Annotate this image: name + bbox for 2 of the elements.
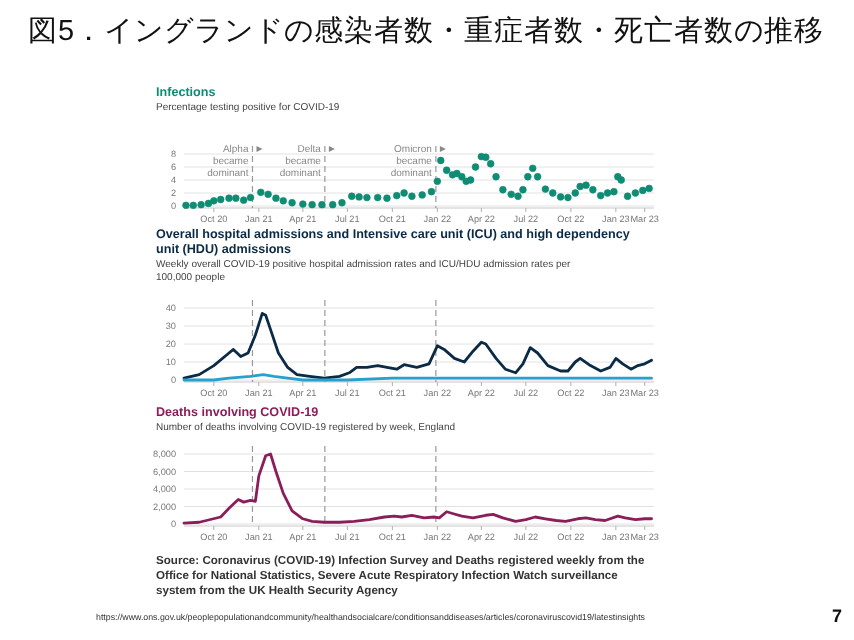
text: 図5．イングランドの感染者数・重症者数・死亡者数の推移 xyxy=(28,14,825,48)
text: 7 xyxy=(831,606,842,626)
